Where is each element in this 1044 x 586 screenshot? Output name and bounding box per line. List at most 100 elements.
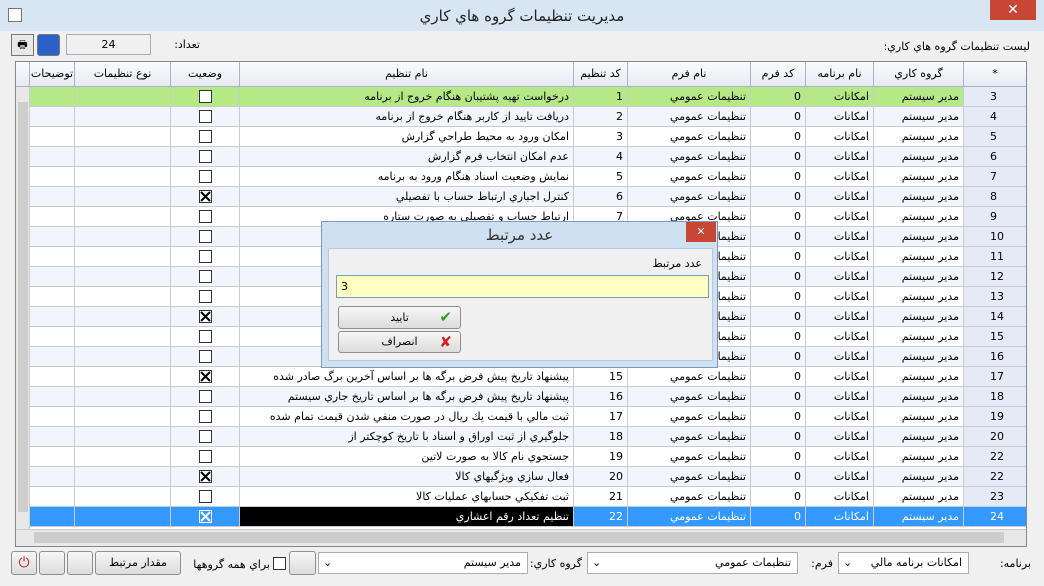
type-cell <box>75 187 171 207</box>
title-bar: مديريت تنظيمات گروه هاي كاري ✕ <box>0 0 1044 31</box>
program-cell: امكانات <box>806 227 874 247</box>
dialog-close[interactable]: ✕ <box>686 222 716 242</box>
description-cell <box>30 427 75 447</box>
description-cell <box>30 167 75 187</box>
print-button[interactable]: 🖶 <box>11 34 34 56</box>
setting-code-cell: 2 <box>574 107 628 127</box>
group-cell: مدير سيستم <box>874 187 964 207</box>
cancel-icon: ✘ <box>439 333 452 351</box>
setting-code-cell: 16 <box>574 387 628 407</box>
description-cell <box>30 207 75 227</box>
column-header: نام تنظيم <box>240 62 574 87</box>
row-number: 4 <box>964 107 1026 127</box>
row-number: 3 <box>964 87 1026 107</box>
filter-button[interactable] <box>39 551 65 575</box>
type-cell <box>75 87 171 107</box>
type-cell <box>75 387 171 407</box>
description-cell <box>30 187 75 207</box>
row-number: 14 <box>964 307 1026 327</box>
search-button[interactable] <box>289 551 316 575</box>
status-checkbox <box>199 510 212 523</box>
row-number: 20 <box>964 427 1026 447</box>
type-cell <box>75 467 171 487</box>
group-cell: مدير سيستم <box>874 167 964 187</box>
all-groups-checkbox[interactable] <box>273 557 286 570</box>
type-cell <box>75 227 171 247</box>
check-mark <box>200 191 211 202</box>
type-cell <box>75 167 171 187</box>
description-cell <box>30 467 75 487</box>
group-cell: مدير سيستم <box>874 447 964 467</box>
program-cell: امكانات <box>806 507 874 527</box>
row-number: 24 <box>964 507 1026 527</box>
setting-name-cell: درخواست تهيه پشتيبان هنگام خروج از برنام… <box>240 87 574 107</box>
form-code-cell: 0 <box>751 167 806 187</box>
status-checkbox <box>199 450 212 463</box>
related-value-button[interactable]: مقدار مرتبط <box>95 551 181 575</box>
type-cell <box>75 447 171 467</box>
program-label: برنامه: <box>999 557 1031 570</box>
group-cell: مدير سيستم <box>874 247 964 267</box>
group-cell: مدير سيستم <box>874 487 964 507</box>
dropdown-arrow: ⌄ <box>592 556 602 569</box>
find-button[interactable] <box>67 551 93 575</box>
close-button[interactable]: ✕ <box>990 0 1036 20</box>
program-cell: امكانات <box>806 467 874 487</box>
cancel-button[interactable]: انصراف ✘ <box>338 331 461 353</box>
setting-code-cell: 17 <box>574 407 628 427</box>
form-code-cell: 0 <box>751 487 806 507</box>
dropdown-arrow: ⌄ <box>843 556 853 569</box>
row-number: 15 <box>964 327 1026 347</box>
group-combo[interactable]: مدير سيستم ⌄ <box>318 552 528 574</box>
status-checkbox <box>199 390 212 403</box>
form-code-cell: 0 <box>751 507 806 527</box>
dialog-title: عدد مرتبط <box>485 226 554 244</box>
form-name-cell: تنظيمات عمومي <box>628 147 751 167</box>
group-cell: مدير سيستم <box>874 107 964 127</box>
description-cell <box>30 227 75 247</box>
setting-code-cell: 20 <box>574 467 628 487</box>
type-cell <box>75 247 171 267</box>
form-name-cell: تنظيمات عمومي <box>628 507 751 527</box>
ok-button[interactable]: تاييد ✔ <box>338 306 461 329</box>
scroll-thumb <box>34 532 1004 543</box>
related-value-label: مقدار مرتبط <box>109 556 167 569</box>
form-name-cell: تنظيمات عمومي <box>628 87 751 107</box>
web-button[interactable] <box>37 34 60 56</box>
group-value: مدير سيستم <box>463 556 521 569</box>
form-code-cell: 0 <box>751 407 806 427</box>
type-cell <box>75 347 171 367</box>
type-cell <box>75 487 171 507</box>
setting-name-cell: تنظيم تعداد رقم اعشاري <box>240 507 574 527</box>
group-cell: مدير سيستم <box>874 507 964 527</box>
program-cell: امكانات <box>806 307 874 327</box>
program-cell: امكانات <box>806 487 874 507</box>
setting-code-cell: 18 <box>574 427 628 447</box>
description-cell <box>30 347 75 367</box>
row-number: 18 <box>964 387 1026 407</box>
group-cell: مدير سيستم <box>874 307 964 327</box>
number-input[interactable]: 3 <box>336 275 709 298</box>
row-number: 17 <box>964 367 1026 387</box>
status-checkbox <box>199 250 212 263</box>
program-combo[interactable]: امكانات برنامه مالي ⌄ <box>838 552 969 574</box>
column-header: نام فرم <box>628 62 751 87</box>
type-cell <box>75 327 171 347</box>
description-cell <box>30 87 75 107</box>
group-cell: مدير سيستم <box>874 147 964 167</box>
column-header: گروه كاري <box>874 62 964 87</box>
status-checkbox <box>199 230 212 243</box>
description-cell <box>30 307 75 327</box>
form-name-cell: تنظيمات عمومي <box>628 367 751 387</box>
dialog-body: عدد مرتبط 3 تاييد ✔ انصراف ✘ <box>328 248 713 361</box>
row-number: 11 <box>964 247 1026 267</box>
row-number: 8 <box>964 187 1026 207</box>
column-header: وضعيت <box>171 62 240 87</box>
column-header: نام برنامه <box>806 62 874 87</box>
group-cell: مدير سيستم <box>874 347 964 367</box>
description-cell <box>30 107 75 127</box>
exit-button[interactable]: ⏻ <box>11 551 37 575</box>
ok-label: تاييد <box>390 311 409 324</box>
form-combo[interactable]: تنظيمات عمومي ⌄ <box>587 552 798 574</box>
